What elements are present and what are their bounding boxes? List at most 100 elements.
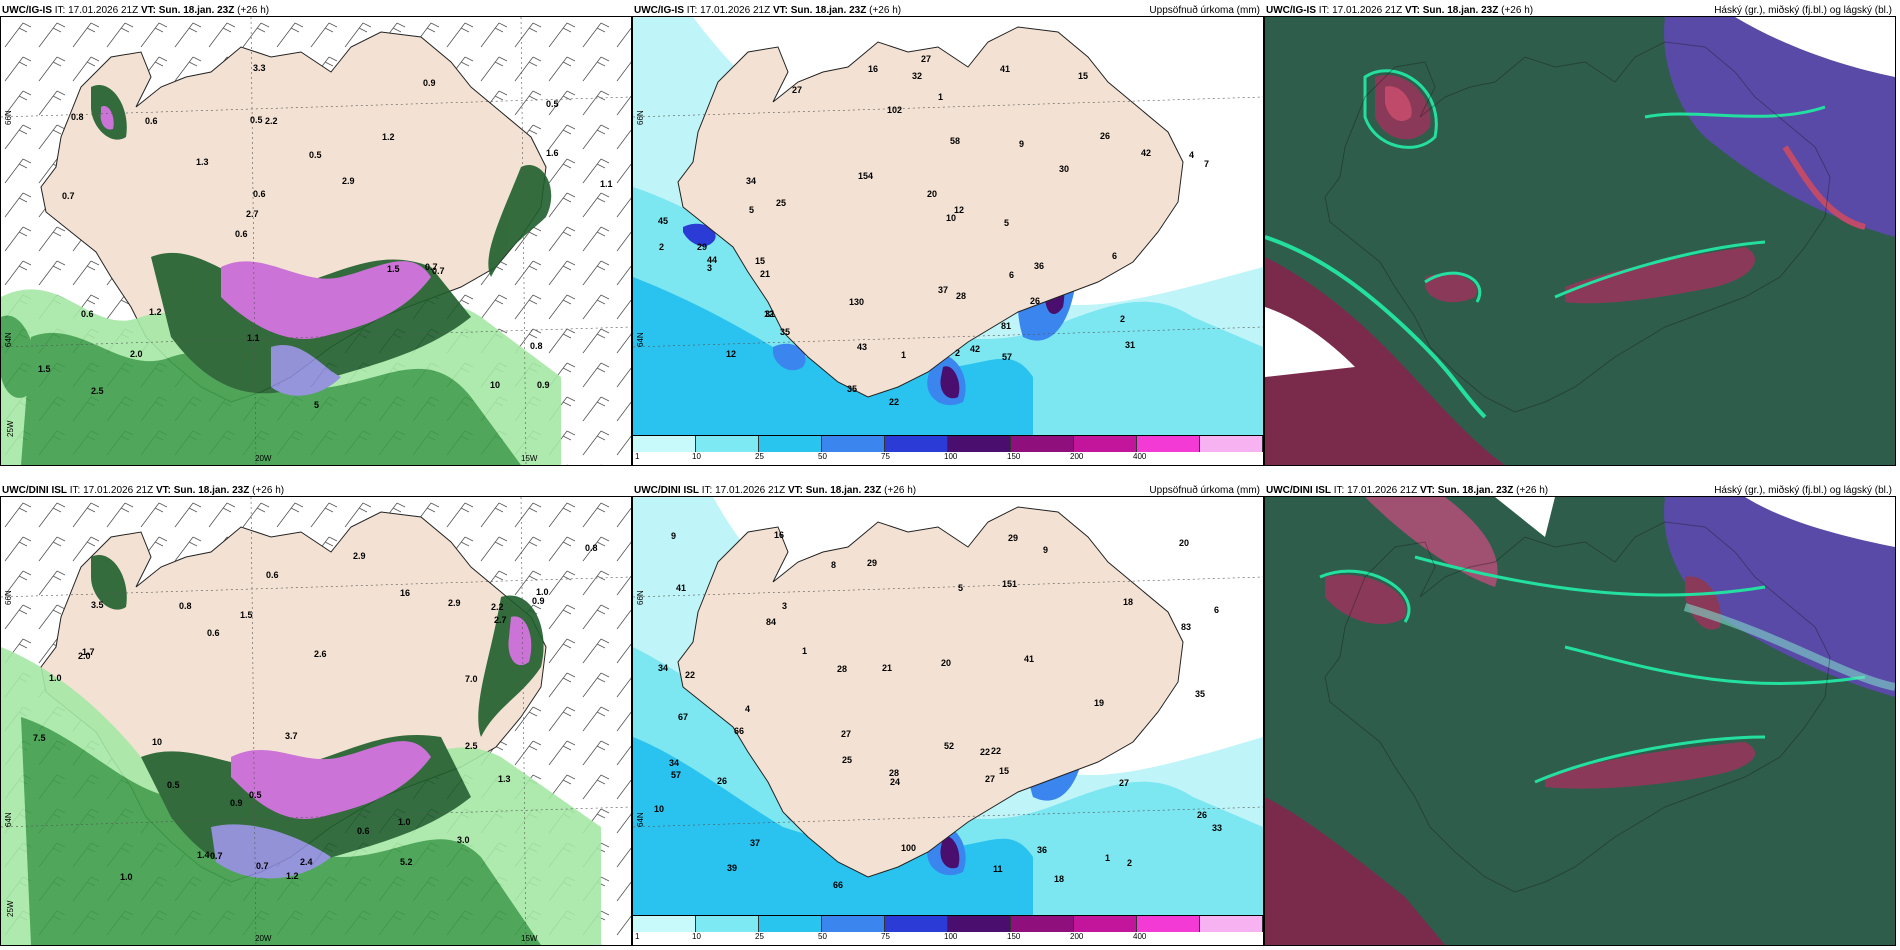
lon-tick-20w: 20W bbox=[255, 454, 272, 463]
panel-subtitle: Uppsöfnuð úrkoma (mm) bbox=[1149, 485, 1260, 496]
value-label: 28 bbox=[956, 291, 966, 301]
value-label: 5 bbox=[314, 400, 319, 410]
value-label: 31 bbox=[1125, 340, 1135, 350]
colorbar-label: 10 bbox=[692, 452, 701, 461]
value-label: 1.0 bbox=[536, 587, 549, 597]
value-label: 16 bbox=[400, 588, 410, 598]
lon-tick-20w: 20W bbox=[255, 934, 272, 943]
value-label: 27 bbox=[985, 774, 995, 784]
value-label: 26 bbox=[1100, 131, 1110, 141]
colorbar-segment bbox=[822, 916, 885, 932]
value-label: 20 bbox=[927, 189, 937, 199]
value-label: 16 bbox=[774, 530, 784, 540]
value-label: 2.5 bbox=[465, 741, 478, 751]
accum-values: 1522202727211922282037342628272641576684… bbox=[654, 530, 1222, 890]
value-label: 26 bbox=[1030, 296, 1040, 306]
value-label: 3 bbox=[707, 263, 712, 273]
value-label: 26 bbox=[1197, 810, 1207, 820]
colorbar-labels: 1 10 25 50 75 100 150 200 400 bbox=[633, 932, 1263, 944]
value-label: 58 bbox=[950, 136, 960, 146]
value-label: 6 bbox=[1009, 270, 1014, 280]
colorbar-label: 400 bbox=[1133, 452, 1147, 461]
wind-precip-map-graphic: 0.9 0.7 0.5 0.6 1.2 2.5 0.5 0.5 0.6 1.3 1.5 2.0 2.2 2… bbox=[1, 17, 631, 465]
value-label: 0.9 bbox=[537, 380, 550, 390]
colorbar-label: 200 bbox=[1070, 452, 1084, 461]
value-label: 0.5 bbox=[309, 150, 322, 160]
value-label: 10 bbox=[490, 380, 500, 390]
value-label: 3.0 bbox=[457, 835, 470, 845]
value-label: 2.5 bbox=[91, 386, 104, 396]
value-label: 8 bbox=[831, 560, 836, 570]
colorbar-segment bbox=[759, 916, 822, 932]
colorbar-label: 100 bbox=[944, 452, 958, 461]
colorbar-label: 100 bbox=[944, 932, 958, 941]
value-label: 25 bbox=[776, 198, 786, 208]
panel-igis-wind-precip: UWC/IG-IS IT: 17.01.2026 21Z VT: Sun. 18… bbox=[0, 0, 632, 470]
value-label: 7.0 bbox=[465, 674, 478, 684]
colorbar-segment bbox=[696, 916, 759, 932]
panel-header: UWC/IG-IS IT: 17.01.2026 21Z VT: Sun. 18… bbox=[1266, 5, 1892, 16]
value-label: 5 bbox=[1004, 218, 1009, 228]
value-label: 0.8 bbox=[71, 112, 84, 122]
value-label: 29 bbox=[1008, 533, 1018, 543]
value-label: 2 bbox=[1120, 314, 1125, 324]
colorbar-label: 75 bbox=[881, 452, 890, 461]
value-label: 37 bbox=[750, 838, 760, 848]
accum-precip-map-graphic: 1522202727211922282037342628272641576684… bbox=[633, 497, 1263, 945]
lat-tick-66n: 66N bbox=[636, 590, 645, 605]
colorbar-segment bbox=[948, 436, 1011, 452]
value-label: 32 bbox=[912, 71, 922, 81]
value-label: 27 bbox=[841, 729, 851, 739]
value-label: 2.7 bbox=[494, 615, 507, 625]
value-label: 18 bbox=[1123, 597, 1133, 607]
value-label: 2 bbox=[659, 242, 664, 252]
panel-header: UWC/DINI ISL IT: 17.01.2026 21Z VT: Sun.… bbox=[634, 485, 1260, 496]
value-label: 0.7 bbox=[256, 861, 269, 871]
lat-tick-64n: 64N bbox=[636, 332, 645, 347]
colorbar-label: 25 bbox=[755, 932, 764, 941]
colorbar-segment bbox=[1200, 436, 1263, 452]
panel-subtitle: Uppsöfnuð úrkoma (mm) bbox=[1149, 5, 1260, 16]
colorbar-segment bbox=[948, 916, 1011, 932]
value-label: 2.7 bbox=[246, 209, 259, 219]
lat-tick-66n: 66N bbox=[4, 590, 13, 605]
value-label: 0.5 bbox=[167, 780, 180, 790]
value-label: 41 bbox=[676, 583, 686, 593]
value-label: 28 bbox=[889, 768, 899, 778]
value-label: 19 bbox=[1094, 698, 1104, 708]
value-label: 3.7 bbox=[285, 731, 298, 741]
colorbar-label: 200 bbox=[1070, 932, 1084, 941]
value-label: 66 bbox=[734, 726, 744, 736]
value-label: 2.2 bbox=[491, 602, 504, 612]
value-label: 81 bbox=[1001, 321, 1011, 331]
colorbar-label: 10 bbox=[692, 932, 701, 941]
panel-subtitle: Háský (gr.), miðský (fj.bl.) og lágský (… bbox=[1714, 485, 1892, 496]
value-label: 24 bbox=[890, 777, 900, 787]
value-label: 22 bbox=[980, 747, 990, 757]
map-wind-precip: 0.9 0.5 2.9 1.0 0.6 1.4 0.8 1.0 0.6 2.0 3.5 2.9 0.9 3… bbox=[0, 496, 632, 946]
value-label: 67 bbox=[678, 712, 688, 722]
value-label: 1.7 bbox=[82, 647, 95, 657]
value-label: 9 bbox=[1019, 139, 1024, 149]
value-label: 4 bbox=[1189, 150, 1194, 160]
precip-values: 0.9 0.5 2.9 1.0 0.6 1.4 0.8 1.0 0.6 2.0 3.5 2.9 0.9 3… bbox=[33, 543, 598, 882]
accum-precip-map-graphic: 1215272628252131423029272610221631451235… bbox=[633, 17, 1263, 465]
value-label: 20 bbox=[1179, 538, 1189, 548]
colorbar-label: 50 bbox=[818, 452, 827, 461]
colorbar bbox=[633, 435, 1263, 452]
value-label: 12 bbox=[726, 349, 736, 359]
colorbar-label: 75 bbox=[881, 932, 890, 941]
panel-subtitle: Háský (gr.), miðský (fj.bl.) og lágský (… bbox=[1714, 5, 1892, 16]
wind-precip-map-graphic: 0.9 0.5 2.9 1.0 0.6 1.4 0.8 1.0 0.6 2.0 3.5 2.9 0.9 3… bbox=[1, 497, 631, 945]
value-label: 1 bbox=[901, 350, 906, 360]
value-label: 0.7 bbox=[432, 266, 445, 276]
value-label: 2 bbox=[955, 348, 960, 358]
value-label: 2.9 bbox=[448, 598, 461, 608]
value-label: 0.9 bbox=[423, 78, 436, 88]
value-label: 21 bbox=[882, 663, 892, 673]
value-label: 0.5 bbox=[250, 115, 263, 125]
value-label: 1 bbox=[938, 92, 943, 102]
cloud-map-graphic bbox=[1265, 17, 1895, 465]
panel-header: UWC/DINI ISL IT: 17.01.2026 21Z VT: Sun.… bbox=[2, 485, 285, 496]
value-label: 1.2 bbox=[149, 307, 162, 317]
